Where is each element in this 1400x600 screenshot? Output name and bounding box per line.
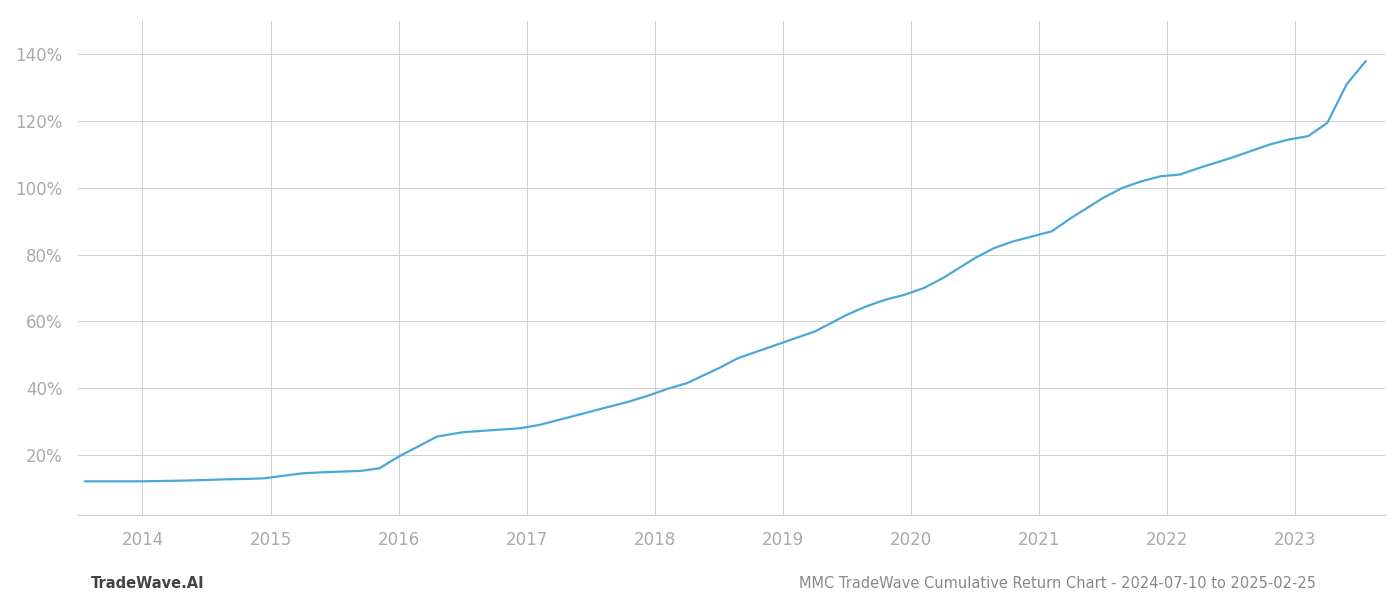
Text: MMC TradeWave Cumulative Return Chart - 2024-07-10 to 2025-02-25: MMC TradeWave Cumulative Return Chart - … <box>799 576 1316 591</box>
Text: TradeWave.AI: TradeWave.AI <box>91 576 204 591</box>
